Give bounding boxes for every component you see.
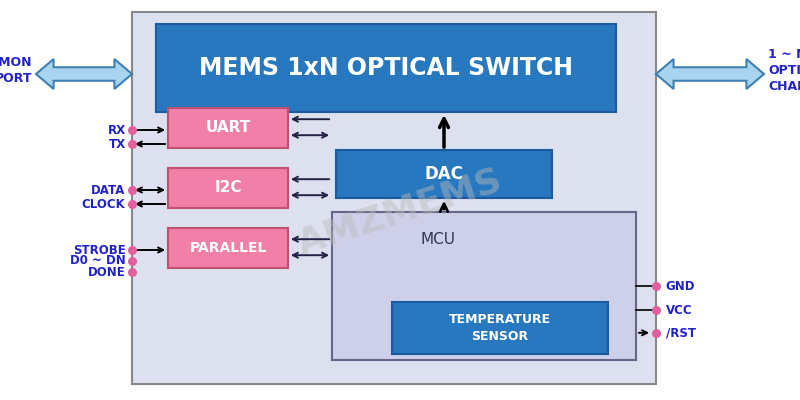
Bar	[168, 108, 288, 148]
Text: GND: GND	[666, 280, 695, 292]
Bar	[132, 12, 656, 384]
Bar	[156, 24, 616, 112]
Text: UART: UART	[206, 120, 250, 136]
Bar	[332, 212, 636, 360]
Text: PARALLEL: PARALLEL	[190, 241, 266, 255]
Text: 1 ~ N
OPTICAL
CHANNELS: 1 ~ N OPTICAL CHANNELS	[768, 48, 800, 92]
Text: DAC: DAC	[425, 165, 463, 183]
Text: DONE: DONE	[88, 266, 126, 278]
Text: MEMS 1xN OPTICAL SWITCH: MEMS 1xN OPTICAL SWITCH	[199, 56, 573, 80]
Bar	[168, 168, 288, 208]
Polygon shape	[36, 59, 132, 89]
Text: COMMON
PORT: COMMON PORT	[0, 56, 32, 84]
Text: DATA: DATA	[91, 184, 126, 196]
Text: /RST: /RST	[666, 326, 696, 339]
Bar	[392, 302, 608, 354]
Bar	[168, 228, 288, 268]
Text: VCC: VCC	[666, 304, 692, 316]
Text: I2C: I2C	[214, 180, 242, 196]
Text: D0 ~ DN: D0 ~ DN	[70, 254, 126, 267]
Text: TEMPERATURE
SENSOR: TEMPERATURE SENSOR	[449, 313, 551, 343]
Polygon shape	[656, 59, 764, 89]
Text: AMZMEMS: AMZMEMS	[294, 163, 506, 261]
Text: MCU: MCU	[421, 232, 456, 247]
Bar	[336, 150, 552, 198]
Text: RX: RX	[107, 124, 126, 136]
Text: CLOCK: CLOCK	[82, 198, 126, 210]
Text: STROBE: STROBE	[73, 244, 126, 256]
Text: TX: TX	[109, 138, 126, 150]
